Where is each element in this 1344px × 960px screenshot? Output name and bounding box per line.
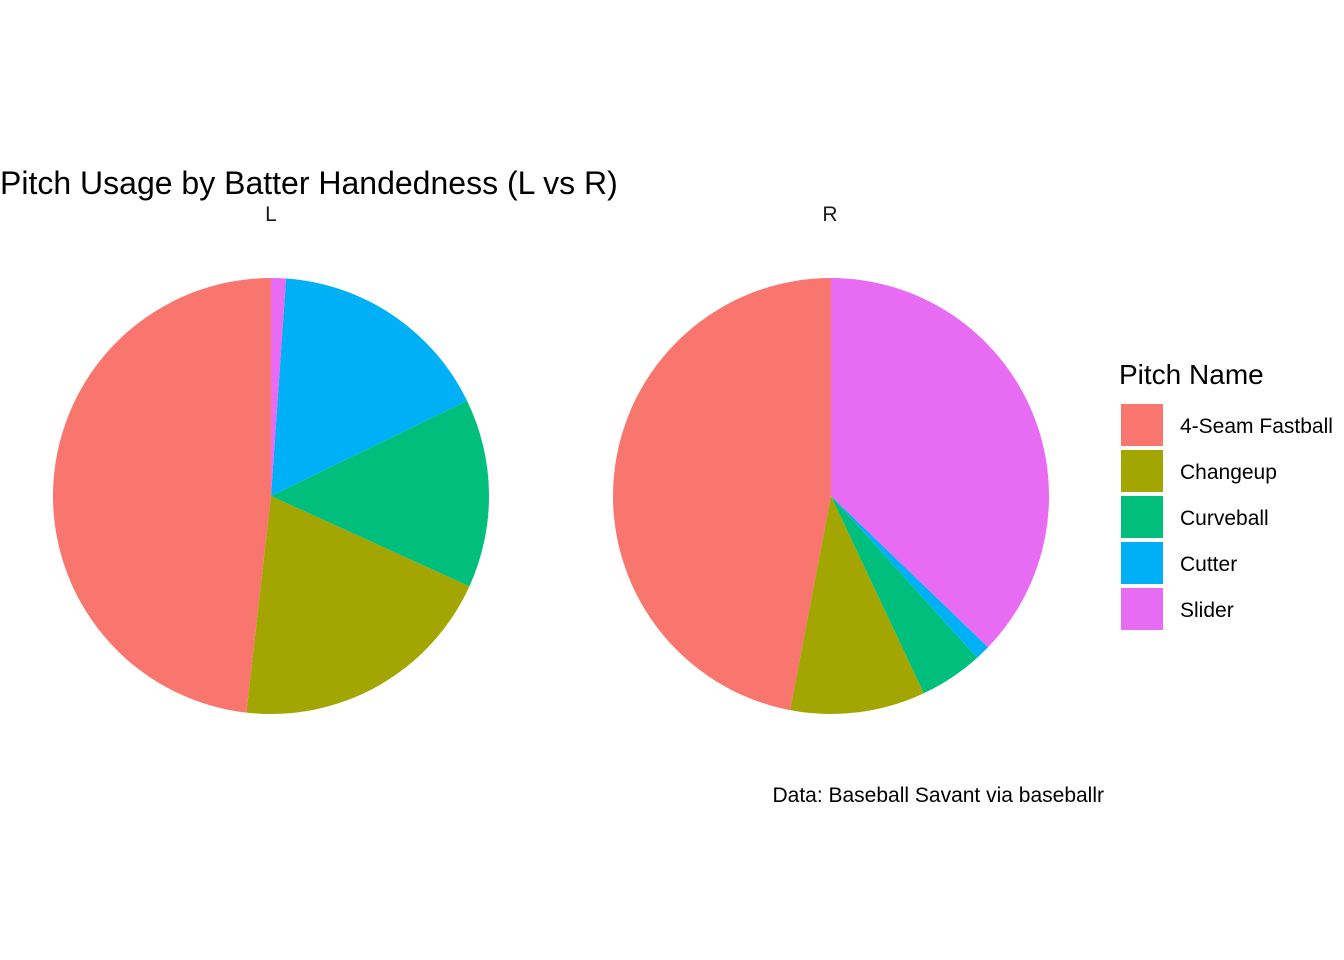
pie-slice-r-cutter [831, 496, 989, 658]
legend-swatch-slider [1121, 588, 1163, 630]
chart-title: Pitch Usage by Batter Handedness (L vs R… [0, 165, 618, 201]
legend: Pitch Name 4-Seam Fastball Changeup Curveb… [1119, 359, 1333, 630]
legend-label-4-seam-fastball: 4-Seam Fastball [1180, 415, 1333, 438]
pie-slice-r-changeup [790, 496, 924, 715]
pie-slice-l-cutter [271, 278, 468, 496]
pie-slice-l-curveball [271, 400, 489, 587]
legend-label-cutter: Cutter [1180, 553, 1237, 576]
legend-swatch-curveball [1121, 496, 1163, 538]
legend-label-slider: Slider [1180, 599, 1234, 622]
legend-label-changeup: Changeup [1180, 461, 1277, 484]
pie-slice-r-4-seam-fastball [612, 278, 831, 711]
legend-swatch-4-seam-fastball [1121, 404, 1163, 446]
facet-label-l: L [265, 203, 277, 226]
legend-label-curveball: Curveball [1180, 507, 1269, 530]
pie-slice-l-4-seam-fastball [52, 278, 271, 713]
pie-slice-r-curveball [831, 496, 978, 694]
chart-caption: Data: Baseball Savant via baseballr [772, 784, 1104, 807]
facet-label-r: R [822, 203, 837, 226]
legend-swatch-cutter [1121, 542, 1163, 584]
pie-slice-l-changeup [246, 496, 470, 715]
pie-slice-r-slider [831, 277, 1050, 648]
legend-swatch-changeup [1121, 450, 1163, 492]
pie-l [52, 278, 489, 715]
pie-slice-l-slider [271, 278, 287, 496]
legend-items: 4-Seam Fastball Changeup Curveball Cutter Sl… [1121, 404, 1333, 630]
pie-r [612, 277, 1050, 715]
legend-title: Pitch Name [1119, 359, 1264, 390]
